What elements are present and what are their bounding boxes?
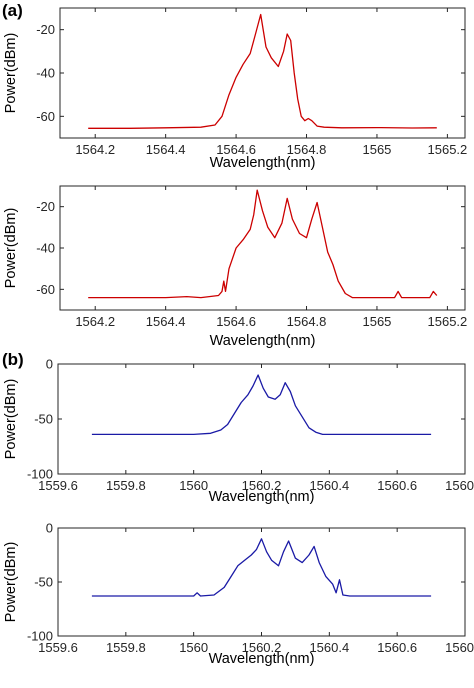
y-axis-label: Power(dBm) [3,379,19,460]
y-tick-label: -20 [36,22,55,37]
series-line-1 [91,374,432,436]
x-tick-label: 1560.6 [377,478,417,493]
series-line-1 [91,538,432,597]
y-axis-label: Power(dBm) [3,542,19,623]
x-axis-label: Wavelength(nm) [209,489,315,505]
x-tick-label: 1559.8 [106,640,146,655]
x-tick-label: 1564.8 [287,142,327,157]
x-tick-label: 1565 [362,142,391,157]
x-tick-label: 1564.2 [75,142,115,157]
x-tick-label: 1559.6 [38,640,78,655]
y-tick-label: -100 [27,629,53,644]
x-tick-label: 1564.2 [75,314,115,329]
y-axis-label: Power(dBm) [3,208,19,289]
plot-1: 1564.2 1564.4 1564.6 1564.8 1565 1565.2 -20 -40… [3,7,468,171]
y-tick-label: -60 [36,282,55,297]
y-axis-label: Power(dBm) [3,33,19,114]
panel-label-a: (a) [2,1,23,20]
axes-box [59,185,466,311]
y-tick-label: -60 [36,109,55,124]
x-tick-label: 1560.2 [242,478,282,493]
x-tick-label: 1560.4 [309,640,349,655]
panel-label-b: (b) [2,350,24,369]
plot-4: 1559.6 1559.8 1560 1560.2 1560.4 1560.6 1560.8… [3,521,474,668]
x-tick-label: 1564.4 [146,314,186,329]
plot-2: 1564.2 1564.4 1564.6 1564.8 1565 1565.2 -20 -40… [3,185,468,349]
x-tick-label: 1564.6 [216,142,256,157]
plot-3: 1559.6 1559.8 1560 1560.2 1560.4 1560.6 1560.8… [3,357,474,506]
y-tick-label: 0 [46,357,53,372]
x-tick-label: 1560.6 [377,640,417,655]
y-tick-label: -40 [36,66,55,81]
y-tick-label: -50 [34,575,53,590]
x-tick-label: 1560.4 [309,478,349,493]
x-tick-label: 1565.2 [428,142,468,157]
plots-container: 1564.2 1564.4 1564.6 1564.8 1565 1565.2 -20 -40… [3,7,474,668]
x-tick-label: 1559.8 [106,478,146,493]
x-tick-label: 1559.6 [38,478,78,493]
x-tick-label: 1560.8 [445,478,474,493]
x-tick-label: 1560 [179,640,208,655]
axes-box [57,527,466,637]
x-axis-label: Wavelength(nm) [210,155,316,171]
x-tick-label: 1565 [362,314,391,329]
y-tick-label: 0 [46,521,53,536]
series-line-1 [88,189,438,299]
y-tick-label: -20 [36,199,55,214]
axes-box [57,363,466,475]
x-tick-label: 1564.4 [146,142,186,157]
x-tick-label: 1565.2 [428,314,468,329]
y-tick-label: -100 [27,467,53,482]
x-axis-label: Wavelength(nm) [210,333,316,349]
x-axis-label: Wavelength(nm) [209,651,315,667]
y-tick-label: -50 [34,412,53,427]
series-line-1 [88,13,437,129]
x-tick-label: 1564.8 [287,314,327,329]
axes-box [59,7,466,139]
x-tick-label: 1564.6 [216,314,256,329]
y-tick-label: -40 [36,241,55,256]
x-tick-label: 1560.2 [242,640,282,655]
x-tick-label: 1560.8 [445,640,474,655]
x-tick-label: 1560 [179,478,208,493]
